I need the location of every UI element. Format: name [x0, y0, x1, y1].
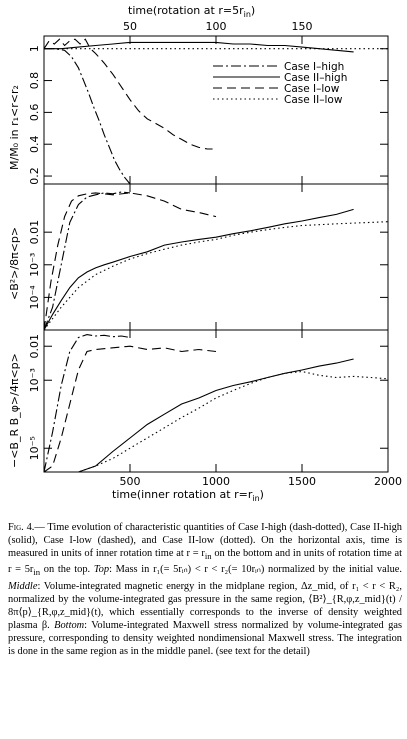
- figure-4: time(rotation at r=5rin) 0.20.40.60.8150…: [8, 4, 402, 503]
- caption-part-3: : Volume-integrated magnetic energy in t…: [8, 580, 402, 631]
- series-2-line: [44, 41, 354, 53]
- series-3-line: [43, 38, 213, 150]
- top-tick-label: 50: [123, 20, 137, 33]
- y-tick-label: 0.4: [28, 135, 41, 153]
- series-4-line: [44, 370, 389, 473]
- top-tick-label: 150: [292, 20, 313, 33]
- y-tick-label: 10⁻³: [28, 368, 41, 392]
- x-tick-label: 1500: [288, 475, 316, 488]
- y-tick-label: 10⁻⁵: [28, 436, 41, 460]
- x-tick-label: 2000: [374, 475, 402, 488]
- series-2-line: [43, 208, 354, 331]
- y-tick-label: 10⁻⁴: [28, 285, 41, 310]
- series-4-line: [43, 221, 389, 331]
- x-tick-label: 500: [120, 475, 141, 488]
- caption-sub-2: in: [33, 567, 41, 578]
- series-3-line: [43, 345, 217, 473]
- x-tick-label: 1000: [202, 475, 230, 488]
- panel-middle-frame: [43, 183, 389, 331]
- panel-top-frame: [43, 35, 389, 185]
- figure-caption: Fig. 4.— Time evolution of characteristi…: [8, 521, 402, 658]
- caption-top-title: Top: [93, 564, 110, 576]
- series-3-line: [43, 192, 217, 331]
- legend-label: Case II–high: [284, 72, 347, 84]
- top-tick-label: 100: [206, 20, 227, 33]
- panel-bottom-ylabel: −<B_R B_φ>/4π<p>: [8, 353, 21, 468]
- y-tick-label: 0.8: [28, 72, 41, 90]
- series-1-line: [43, 191, 131, 331]
- caption-label: Fig. 4.: [8, 522, 35, 533]
- series-2-line: [44, 358, 354, 473]
- series-1-line: [44, 48, 131, 185]
- caption-part-1b: on the bottom and in units of rotation t…: [8, 548, 402, 576]
- top-axis-label: time(rotation at r=5rin): [128, 4, 255, 19]
- y-tick-label: 10⁻³: [28, 253, 41, 277]
- y-tick-label: 0.6: [28, 104, 41, 122]
- y-tick-label: 0.2: [28, 167, 41, 185]
- caption-sub-1: in: [204, 551, 212, 562]
- caption-part-4: : Volume-integrated Maxwell stress norma…: [8, 619, 403, 657]
- legend-label: Case I–low: [284, 83, 340, 95]
- caption-part-1c: on the top.: [40, 564, 94, 576]
- caption-bottom-title: Bottom: [54, 619, 85, 631]
- panel-middle-ylabel: <B²>/8π<p>: [8, 227, 21, 300]
- panel-top-ylabel: M/M₀ in r₁<r<r₂: [8, 85, 21, 170]
- caption-part-2: : Mass in r₁(= 5rᵢₙ) < r < r₂(= 10rᵢₙ) n…: [109, 564, 402, 576]
- bottom-axis-label: time(inner rotation at r=rin): [112, 488, 264, 503]
- caption-middle-title: Middle: [8, 580, 38, 592]
- series-1-line: [43, 334, 131, 473]
- y-tick-label: 0.01: [28, 334, 41, 359]
- legend-label: Case I–high: [284, 61, 344, 73]
- legend-label: Case II–low: [284, 94, 343, 106]
- y-tick-label: 1: [28, 45, 41, 52]
- caption-part-1: — Time evolution of characteristic quant…: [8, 522, 402, 560]
- y-tick-label: 0.01: [28, 220, 41, 245]
- caption-text: Fig. 4.— Time evolution of characteristi…: [8, 521, 402, 658]
